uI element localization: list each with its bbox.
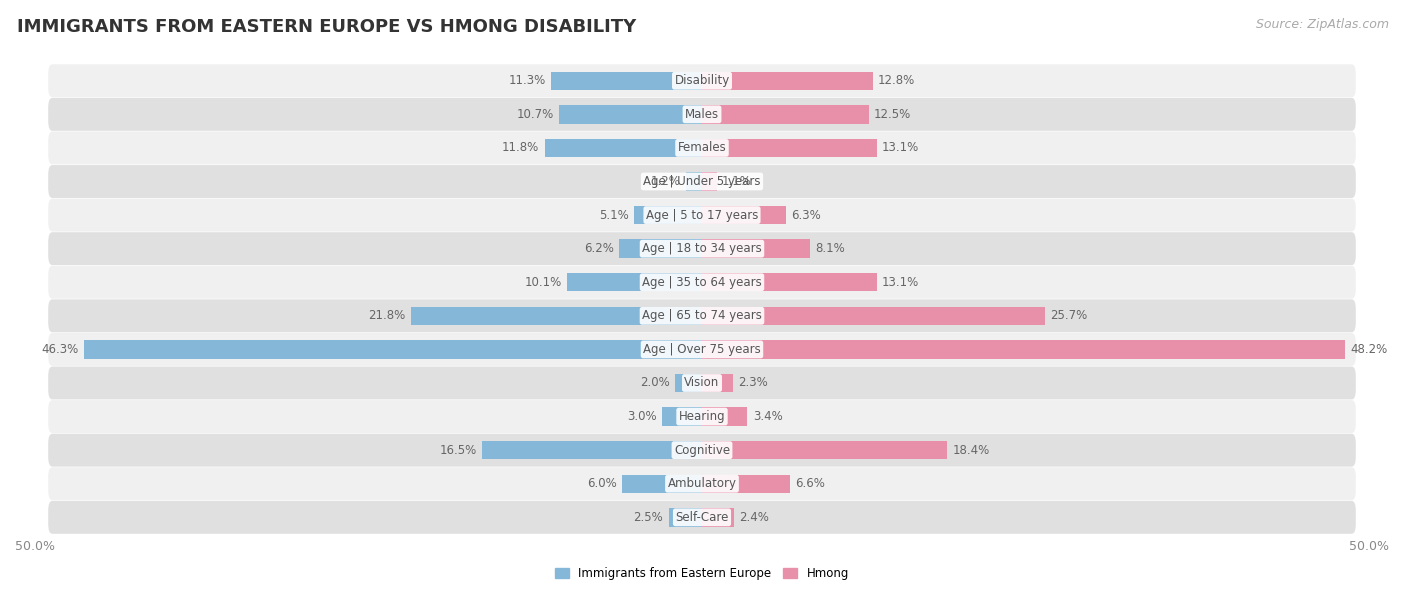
Text: 11.3%: 11.3%: [509, 74, 546, 88]
Bar: [702, 307, 1045, 325]
Bar: [411, 307, 702, 325]
Bar: [702, 206, 786, 225]
Legend: Immigrants from Eastern Europe, Hmong: Immigrants from Eastern Europe, Hmong: [550, 562, 853, 584]
Text: 2.0%: 2.0%: [640, 376, 671, 389]
Text: Disability: Disability: [675, 74, 730, 88]
Bar: [560, 105, 702, 124]
Text: Age | 5 to 17 years: Age | 5 to 17 years: [645, 209, 758, 222]
Text: 12.5%: 12.5%: [875, 108, 911, 121]
Bar: [702, 139, 877, 157]
Text: 6.6%: 6.6%: [796, 477, 825, 490]
Bar: [702, 72, 873, 90]
Text: Vision: Vision: [685, 376, 720, 389]
Bar: [482, 441, 702, 460]
FancyBboxPatch shape: [48, 266, 1355, 299]
Text: 10.7%: 10.7%: [516, 108, 554, 121]
Bar: [702, 374, 733, 392]
FancyBboxPatch shape: [48, 199, 1355, 231]
Text: 12.8%: 12.8%: [879, 74, 915, 88]
Text: 18.4%: 18.4%: [953, 444, 990, 457]
FancyBboxPatch shape: [48, 400, 1355, 433]
Bar: [621, 474, 702, 493]
Bar: [634, 206, 702, 225]
Bar: [551, 72, 702, 90]
Text: Age | 18 to 34 years: Age | 18 to 34 years: [643, 242, 762, 255]
Bar: [84, 340, 702, 359]
Text: 6.2%: 6.2%: [583, 242, 614, 255]
Text: Ambulatory: Ambulatory: [668, 477, 737, 490]
Text: Source: ZipAtlas.com: Source: ZipAtlas.com: [1256, 18, 1389, 31]
FancyBboxPatch shape: [48, 64, 1355, 97]
Text: 21.8%: 21.8%: [368, 309, 406, 323]
Text: 11.8%: 11.8%: [502, 141, 540, 154]
Bar: [702, 239, 810, 258]
FancyBboxPatch shape: [48, 501, 1355, 534]
FancyBboxPatch shape: [48, 333, 1355, 366]
FancyBboxPatch shape: [48, 165, 1355, 198]
Text: 2.5%: 2.5%: [634, 511, 664, 524]
Text: 1.2%: 1.2%: [651, 175, 681, 188]
Text: Self-Care: Self-Care: [675, 511, 728, 524]
Text: Age | 65 to 74 years: Age | 65 to 74 years: [643, 309, 762, 323]
Text: Age | Under 5 years: Age | Under 5 years: [644, 175, 761, 188]
Bar: [702, 105, 869, 124]
Text: 46.3%: 46.3%: [42, 343, 79, 356]
Text: Age | 35 to 64 years: Age | 35 to 64 years: [643, 276, 762, 289]
Bar: [669, 508, 702, 526]
FancyBboxPatch shape: [48, 132, 1355, 165]
FancyBboxPatch shape: [48, 468, 1355, 500]
Bar: [662, 408, 702, 426]
Text: Age | Over 75 years: Age | Over 75 years: [643, 343, 761, 356]
Text: Males: Males: [685, 108, 718, 121]
Text: 16.5%: 16.5%: [439, 444, 477, 457]
Text: IMMIGRANTS FROM EASTERN EUROPE VS HMONG DISABILITY: IMMIGRANTS FROM EASTERN EUROPE VS HMONG …: [17, 18, 636, 36]
Bar: [619, 239, 702, 258]
FancyBboxPatch shape: [48, 367, 1355, 400]
Bar: [702, 273, 877, 291]
Bar: [702, 474, 790, 493]
Text: Females: Females: [678, 141, 727, 154]
FancyBboxPatch shape: [48, 232, 1355, 265]
Text: 48.2%: 48.2%: [1350, 343, 1388, 356]
Bar: [702, 508, 734, 526]
Text: 3.0%: 3.0%: [627, 410, 657, 423]
Bar: [702, 408, 748, 426]
Text: 6.3%: 6.3%: [792, 209, 821, 222]
Text: 1.1%: 1.1%: [723, 175, 752, 188]
FancyBboxPatch shape: [48, 299, 1355, 332]
Text: Cognitive: Cognitive: [673, 444, 730, 457]
FancyBboxPatch shape: [48, 98, 1355, 131]
Bar: [686, 172, 702, 191]
Text: 10.1%: 10.1%: [524, 276, 562, 289]
Text: 8.1%: 8.1%: [815, 242, 845, 255]
Bar: [567, 273, 702, 291]
Bar: [544, 139, 702, 157]
Text: 13.1%: 13.1%: [882, 141, 920, 154]
Text: 2.4%: 2.4%: [740, 511, 769, 524]
Text: Hearing: Hearing: [679, 410, 725, 423]
Text: 2.3%: 2.3%: [738, 376, 768, 389]
Bar: [702, 441, 948, 460]
Bar: [702, 172, 717, 191]
Text: 3.4%: 3.4%: [752, 410, 783, 423]
Text: 5.1%: 5.1%: [599, 209, 628, 222]
Text: 6.0%: 6.0%: [586, 477, 617, 490]
Text: 25.7%: 25.7%: [1050, 309, 1087, 323]
Bar: [702, 340, 1346, 359]
Bar: [675, 374, 702, 392]
Text: 13.1%: 13.1%: [882, 276, 920, 289]
FancyBboxPatch shape: [48, 434, 1355, 466]
